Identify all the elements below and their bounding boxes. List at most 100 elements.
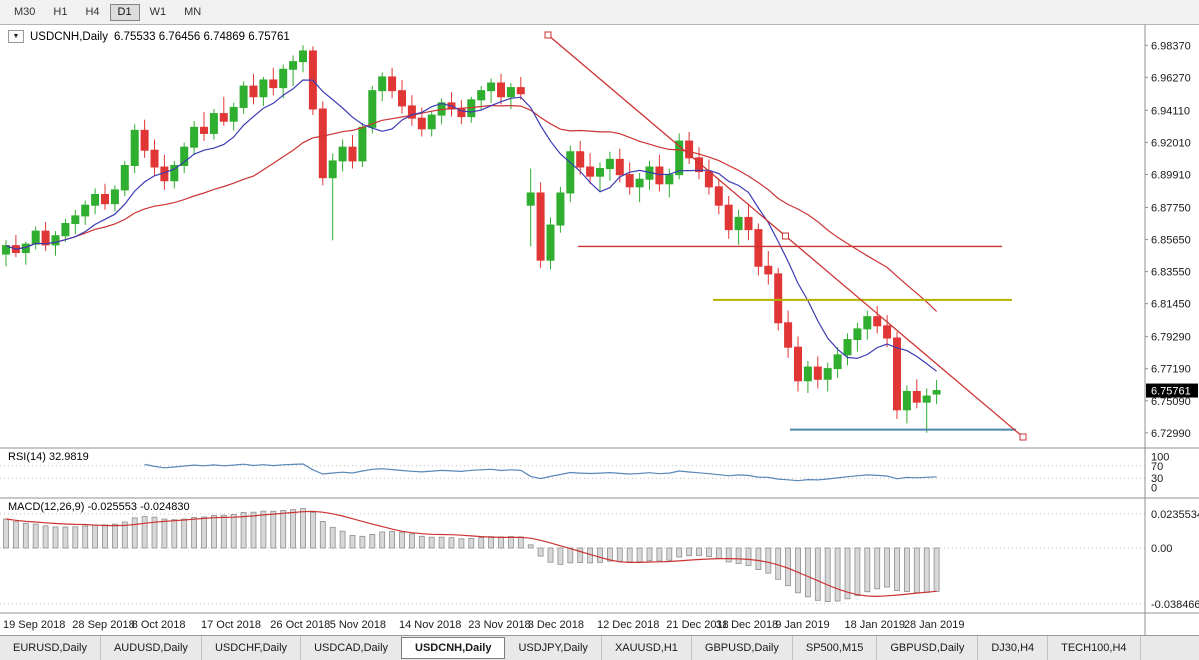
chart-dropdown-icon[interactable]: ▼	[8, 30, 24, 43]
candle-body	[853, 328, 862, 341]
candle-body	[744, 216, 753, 231]
macd-bar	[547, 547, 554, 563]
chart-tab-dj30-h4-10[interactable]: DJ30,H4	[978, 636, 1049, 660]
macd-bar	[329, 526, 336, 549]
candle-body	[61, 223, 70, 237]
macd-histogram	[3, 508, 940, 603]
macd-bar	[656, 547, 663, 562]
macd-bar	[755, 547, 762, 570]
macd-bar	[32, 523, 39, 549]
macd-bar	[468, 538, 475, 549]
macd-axis-label: 0.0235534	[1151, 509, 1199, 521]
macd-bar	[72, 526, 79, 549]
price-axis-label: 6.96270	[1151, 72, 1191, 84]
trendline-handle[interactable]	[544, 31, 552, 39]
candle-body	[734, 216, 743, 231]
price-chart-canvas[interactable]: 6.98370 6.96270 6.94110 6.92010 6.89910 6.877…	[0, 25, 1199, 635]
candle-body	[665, 174, 674, 185]
macd-bar	[874, 547, 881, 590]
candle-body	[625, 174, 634, 188]
chart-tab-sp500-m15-8[interactable]: SP500,M15	[793, 636, 878, 660]
chart-tab-xauusd-h1-6[interactable]: XAUUSD,H1	[602, 636, 692, 660]
ma-fast-line	[5, 79, 937, 372]
price-axis-label: 6.72990	[1151, 428, 1191, 440]
price-axis-label: 6.94110	[1151, 105, 1190, 117]
macd-bar	[478, 537, 485, 549]
price-axis-label: 6.83550	[1151, 267, 1191, 279]
macd-bar	[676, 547, 683, 558]
macd-bar	[309, 512, 316, 549]
candle-body	[586, 166, 595, 177]
trendline-handle[interactable]	[782, 232, 789, 240]
timeframe-button-h1[interactable]: H1	[45, 4, 75, 21]
macd-bar	[52, 526, 59, 549]
candle-body	[110, 189, 119, 205]
candle-body	[130, 129, 139, 166]
chart-tab-usdjpy-daily-5[interactable]: USDJPY,Daily	[505, 636, 602, 660]
timeframe-button-h4[interactable]: H4	[77, 4, 107, 21]
timeframe-button-mn[interactable]: MN	[176, 4, 209, 21]
chart-tab-usdchf-daily-2[interactable]: USDCHF,Daily	[202, 636, 302, 660]
candle-body	[605, 158, 614, 170]
macd-bar	[92, 524, 98, 549]
macd-bar	[399, 531, 405, 549]
candle-body	[615, 158, 624, 176]
timeframe-button-d1[interactable]: D1	[109, 3, 140, 21]
macd-bar	[280, 510, 287, 549]
candle-body	[784, 322, 793, 348]
macd-bar	[389, 530, 396, 549]
candle-body	[338, 146, 347, 162]
rsi-axis-label: 70	[1151, 461, 1163, 473]
candle-body	[180, 146, 189, 166]
chart-tab-usdcad-daily-3[interactable]: USDCAD,Daily	[301, 636, 403, 660]
candle-body	[368, 90, 377, 128]
candle-body	[259, 79, 268, 98]
chart-tab-tech100-h4-11[interactable]: TECH100,H4	[1048, 636, 1141, 660]
candle-body	[299, 50, 307, 63]
chart-tab-gbpusd-daily-7[interactable]: GBPUSD,Daily	[692, 636, 793, 660]
macd-bar	[498, 536, 504, 549]
macd-bar	[577, 547, 584, 563]
date-axis-label: 28 Jan 2019	[904, 619, 965, 631]
macd-bar	[102, 524, 108, 549]
macd-bar	[359, 535, 366, 549]
candle-body	[724, 204, 733, 231]
date-axis-label: 3 Dec 2018	[528, 619, 584, 631]
macd-bar	[82, 525, 89, 549]
candle-body	[219, 113, 228, 122]
chart-tab-gbpusd-daily-9[interactable]: GBPUSD,Daily	[877, 636, 979, 660]
date-axis-label: 18 Jan 2019	[845, 619, 906, 631]
date-axis-label: 12 Dec 2018	[597, 619, 659, 631]
chart-tab-usdcnh-daily-4[interactable]: USDCNH,Daily	[401, 637, 506, 659]
date-axis-label: 14 Nov 2018	[399, 619, 461, 631]
candle-body	[200, 126, 208, 134]
candle-body	[566, 151, 575, 194]
chart-tab-audusd-daily-1[interactable]: AUDUSD,Daily	[101, 636, 202, 660]
macd-bar	[904, 547, 910, 592]
candle-body	[902, 390, 911, 411]
current-price-text: 6.75761	[1151, 386, 1191, 398]
candle-body	[893, 337, 901, 411]
timeframe-button-m30[interactable]: M30	[6, 4, 43, 21]
rsi-line	[144, 463, 937, 482]
chart-title-overlay: ▼ USDCNH,Daily 6.75533 6.76456 6.74869 6…	[8, 30, 290, 43]
macd-bar	[220, 514, 227, 549]
candle-body	[863, 316, 872, 330]
candle-body	[922, 395, 931, 403]
candle-body	[823, 368, 832, 380]
timeframe-toolbar: M30 H1 H4 D1 W1 MN	[0, 0, 1199, 25]
macd-bar	[319, 521, 326, 549]
macd-bar	[686, 547, 692, 557]
macd-bar	[22, 523, 29, 549]
macd-bar	[646, 547, 653, 562]
candle-body	[140, 129, 149, 151]
candle-body	[487, 82, 496, 92]
price-axis-label: 6.98370	[1151, 40, 1191, 52]
chart-tab-eurusd-daily-0[interactable]: EURUSD,Daily	[0, 636, 101, 660]
timeframe-button-w1[interactable]: W1	[142, 4, 175, 21]
macd-bar	[408, 533, 415, 549]
macd-bar	[814, 547, 821, 601]
trendline-handle[interactable]	[1019, 433, 1027, 441]
macd-bar	[141, 516, 148, 549]
